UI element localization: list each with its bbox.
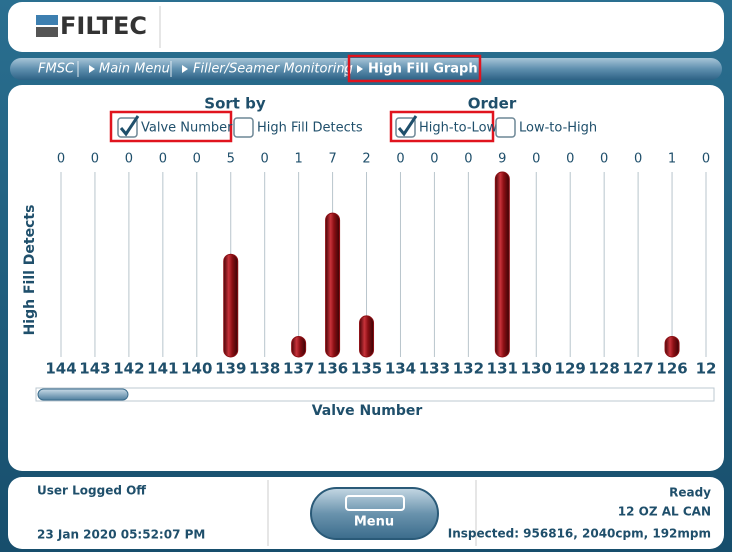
x-tick-label: 135 [351, 360, 382, 378]
highlight [347, 54, 482, 83]
x-tick-label: 140 [181, 360, 212, 378]
checkbox[interactable] [233, 117, 254, 138]
x-tick-label: 132 [453, 360, 484, 378]
header-panel [8, 2, 724, 52]
x-tick-label: 136 [317, 360, 348, 378]
breadcrumb-item[interactable]: FMSC [38, 62, 75, 77]
bar[interactable] [325, 212, 341, 358]
value-label: 0 [57, 152, 65, 167]
x-tick-label: 133 [419, 360, 450, 378]
arrow [357, 65, 363, 73]
product: 12 OZ AL CAN [618, 505, 711, 519]
value-label: 1 [294, 152, 302, 167]
menu-icon [345, 495, 405, 511]
checkmark [119, 115, 140, 137]
x-tick-label: 12 [696, 360, 717, 378]
value-label: 0 [193, 152, 201, 167]
order-title: Order [468, 95, 517, 113]
logo-icon [36, 15, 58, 25]
option-label[interactable]: High Fill Detects [257, 121, 363, 136]
datetime: 23 Jan 2020 05:52:07 PM [37, 528, 205, 542]
checkbox[interactable] [495, 117, 516, 138]
bar[interactable] [664, 335, 680, 358]
value-label: 1 [668, 152, 676, 167]
x-tick-label: 130 [521, 360, 552, 378]
value-label: 0 [261, 152, 269, 167]
x-tick-label: 129 [555, 360, 586, 378]
value-label: 0 [702, 152, 710, 167]
x-tick-label: 142 [113, 360, 144, 378]
value-label: 0 [566, 152, 574, 167]
value-label: 0 [634, 152, 642, 167]
scrollbar[interactable] [35, 387, 715, 402]
x-tick-label: 126 [656, 360, 687, 378]
bar[interactable] [223, 253, 239, 358]
login-status: User Logged Off [37, 484, 146, 498]
x-tick-label: 131 [487, 360, 518, 378]
y-axis-label: High Fill Detects [22, 205, 38, 336]
value-label: 0 [532, 152, 540, 167]
value-label: 0 [430, 152, 438, 167]
x-tick-label: 127 [622, 360, 653, 378]
inspected: Inspected: 956816, 2040cpm, 192mpm [448, 527, 711, 541]
logo-icon [36, 27, 58, 37]
value-label: 0 [396, 152, 404, 167]
x-tick-label: 128 [589, 360, 620, 378]
value-label: 0 [464, 152, 472, 167]
menu-label[interactable]: Menu [354, 515, 394, 530]
option-label[interactable]: Low-to-High [519, 121, 597, 136]
x-tick-label: 144 [45, 360, 76, 378]
highlight [389, 110, 495, 143]
logo: FILTEC [60, 12, 147, 40]
value-label: 7 [328, 152, 336, 167]
value-label: 0 [91, 152, 99, 167]
x-tick-label: 134 [385, 360, 416, 378]
sort-title: Sort by [204, 95, 266, 113]
x-tick-label: 138 [249, 360, 280, 378]
value-label: 2 [362, 152, 370, 167]
breadcrumb-item[interactable]: Filler/Seamer Monitoring [193, 62, 353, 77]
value-label: 0 [600, 152, 608, 167]
value-label: 0 [159, 152, 167, 167]
value-label: 0 [125, 152, 133, 167]
breadcrumb-bar [10, 58, 722, 80]
bar[interactable] [291, 335, 307, 358]
checkmark [397, 115, 418, 137]
x-axis-label: Valve Number [312, 403, 423, 419]
breadcrumb-item[interactable]: High Fill Graph [368, 62, 478, 77]
arrow [182, 65, 188, 73]
x-tick-label: 141 [147, 360, 178, 378]
bar[interactable] [359, 315, 375, 358]
x-tick-label: 143 [79, 360, 110, 378]
option-label[interactable]: Valve Number [141, 121, 233, 136]
arrow [89, 65, 95, 73]
x-tick-label: 137 [283, 360, 314, 378]
option-label[interactable]: High-to-Low [419, 121, 498, 136]
x-tick-label: 139 [215, 360, 246, 378]
menu-button[interactable] [310, 487, 439, 540]
state: Ready [669, 486, 711, 500]
scroll-thumb[interactable] [37, 388, 129, 401]
value-label: 9 [498, 152, 506, 167]
bar[interactable] [494, 171, 510, 358]
value-label: 5 [227, 152, 235, 167]
main-panel [8, 85, 724, 471]
highlight [109, 110, 233, 143]
breadcrumb-item[interactable]: Main Menu [99, 62, 170, 77]
